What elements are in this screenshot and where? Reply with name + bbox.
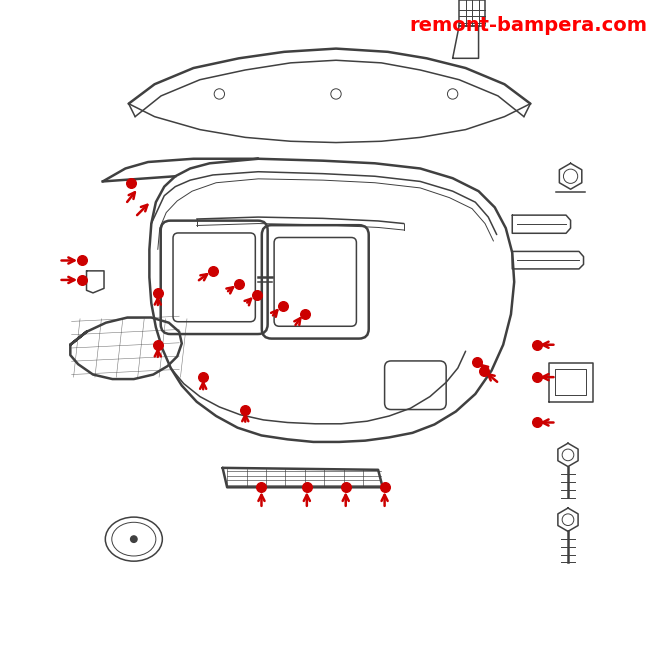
Point [77,255,87,266]
Point [198,372,208,382]
Point [532,372,542,382]
Point [302,482,312,492]
Point [256,482,267,492]
Point [532,417,542,428]
Point [278,301,288,311]
Point [153,340,163,350]
Point [240,404,251,415]
Point [478,365,489,376]
Point [532,340,542,350]
Point [77,275,87,285]
Point [153,288,163,298]
Point [208,266,218,276]
Point [125,178,136,188]
Text: remont-bampera.com: remont-bampera.com [409,16,647,35]
Point [300,308,310,319]
Point [233,279,244,289]
Point [379,482,390,492]
Point [251,290,262,300]
Circle shape [130,536,137,542]
Point [472,356,482,367]
Point [340,482,351,492]
